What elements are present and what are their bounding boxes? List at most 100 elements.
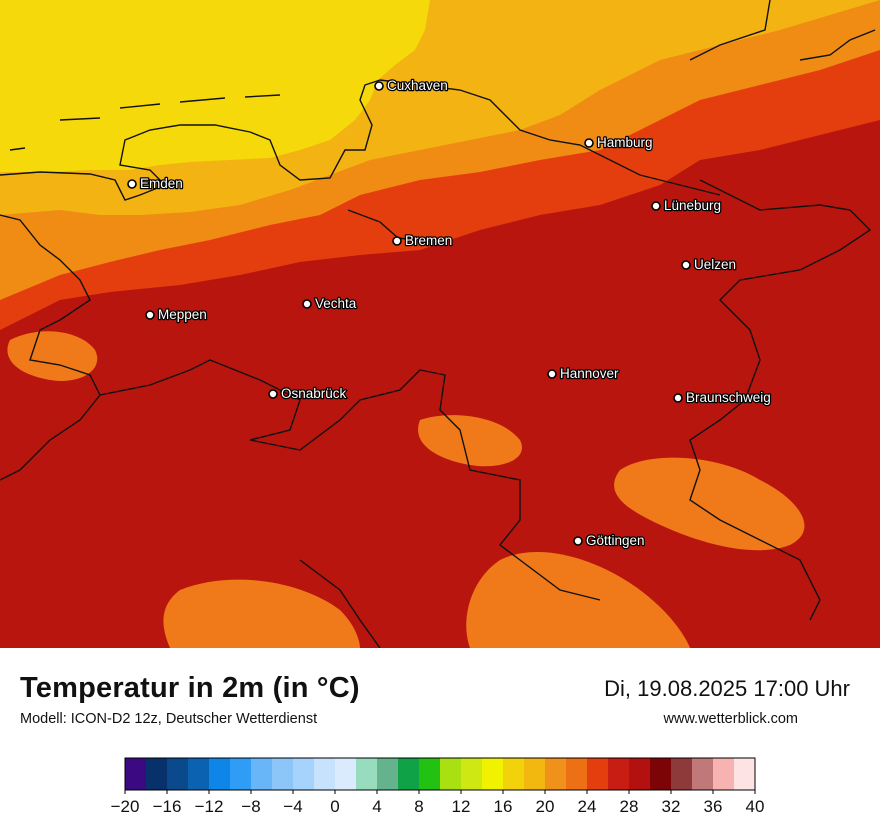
city-cuxhaven: Cuxhaven — [374, 77, 449, 94]
border-northeast — [689, 0, 876, 61]
legend-swatch — [503, 758, 525, 790]
city-vechta: Vechta — [302, 295, 358, 312]
website-link[interactable]: www.wetterblick.com — [663, 711, 798, 727]
coastline — [0, 79, 381, 201]
city-label: Hamburg — [597, 135, 653, 150]
city-osnabr-ck: Osnabrück — [268, 385, 348, 402]
city-hamburg: Hamburg — [584, 134, 654, 151]
city-l-neburg: Lüneburg — [651, 197, 722, 214]
city-label: Hannover — [560, 366, 619, 381]
warmer-patches — [7, 331, 805, 648]
border-west — [0, 214, 101, 481]
legend-swatch — [293, 758, 315, 790]
city-uelzen: Uelzen — [681, 256, 737, 273]
city-meppen: Meppen — [145, 306, 208, 323]
city-label: Uelzen — [694, 257, 736, 272]
city-dot — [681, 260, 691, 270]
weser-river — [347, 209, 416, 241]
legend-swatch — [230, 758, 252, 790]
city-dot — [374, 81, 384, 91]
legend-tick-label: 28 — [620, 797, 639, 816]
legend-swatch — [377, 758, 399, 790]
borders — [0, 0, 876, 648]
legend-tick-label: 8 — [414, 797, 423, 816]
temperature-map: Cuxhaven Hamburg Emden Lüneburg Bremen Uelzen… — [0, 0, 880, 648]
map-footer: Temperatur in 2m (in °C) Modell: ICON-D2… — [0, 648, 880, 830]
forecast-datetime: Di, 19.08.2025 17:00 Uhr — [604, 676, 850, 701]
city-label: Meppen — [158, 307, 207, 322]
warm-patch-center — [418, 415, 522, 467]
legend-swatch — [125, 758, 147, 790]
legend-swatch — [629, 758, 651, 790]
legend-swatch — [545, 758, 567, 790]
legend-swatch — [398, 758, 420, 790]
legend-swatch — [713, 758, 735, 790]
legend-swatch — [272, 758, 294, 790]
elbe-river — [379, 79, 721, 196]
city-dot — [127, 179, 137, 189]
legend-tick-label: 36 — [704, 797, 723, 816]
city-dot — [268, 389, 278, 399]
legend-swatch — [608, 758, 630, 790]
legend-tick-label: 24 — [578, 797, 597, 816]
islands — [9, 94, 281, 151]
legend-swatch — [167, 758, 189, 790]
legend-tick-label: −12 — [195, 797, 224, 816]
city-dot — [673, 393, 683, 403]
city-label: Braunschweig — [686, 390, 771, 405]
legend-swatch — [188, 758, 210, 790]
warm-patch-south — [466, 551, 690, 648]
city-markers: Cuxhaven Hamburg Emden Lüneburg Bremen Uelzen… — [127, 77, 772, 549]
legend-swatch — [335, 758, 357, 790]
warm-patch-harz — [614, 457, 805, 551]
temperature-band-18c — [0, 0, 430, 172]
legend-tick-label: 40 — [746, 797, 765, 816]
legend-tick-label: −16 — [153, 797, 182, 816]
legend-swatch — [734, 758, 756, 790]
legend-swatch — [587, 758, 609, 790]
city-dot — [573, 536, 583, 546]
city-braunschweig: Braunschweig — [673, 389, 772, 406]
legend-swatch — [482, 758, 504, 790]
legend-swatch — [146, 758, 168, 790]
city-dot — [651, 201, 661, 211]
legend-tick-label: −20 — [111, 797, 140, 816]
warm-patch-southwest — [163, 579, 360, 648]
legend-tick-label: 20 — [536, 797, 555, 816]
city-label: Göttingen — [586, 533, 645, 548]
city-dot — [302, 299, 312, 309]
legend-swatch — [524, 758, 546, 790]
legend-tick-label: 4 — [372, 797, 381, 816]
border-east — [689, 179, 872, 621]
legend-frame — [124, 757, 756, 791]
legend-swatch — [692, 758, 714, 790]
map-title: Temperatur in 2m (in °C) — [20, 672, 360, 704]
legend-tick-label: 0 — [330, 797, 339, 816]
legend-swatch — [671, 758, 693, 790]
city-label: Cuxhaven — [387, 78, 448, 93]
city-label: Emden — [140, 176, 183, 191]
legend-tick-label: 32 — [662, 797, 681, 816]
city-label: Bremen — [405, 233, 452, 248]
city-dot — [145, 310, 155, 320]
legend-swatch — [440, 758, 462, 790]
legend-swatch — [419, 758, 441, 790]
city-dot — [392, 236, 402, 246]
city-dot — [584, 138, 594, 148]
border-nrw — [99, 359, 601, 601]
city-hannover: Hannover — [547, 365, 620, 382]
city-label: Vechta — [315, 296, 357, 311]
city-label: Lüneburg — [664, 198, 721, 213]
legend-swatch — [314, 758, 336, 790]
color-legend: −20 −16 −12 −8 −4 0 4 8 12 16 20 24 28 32 36 40 — [111, 757, 765, 816]
legend-tick-label: 16 — [494, 797, 513, 816]
warm-patch-west — [7, 331, 98, 381]
city-dot — [547, 369, 557, 379]
legend-swatch — [461, 758, 483, 790]
legend-tick-label: 12 — [452, 797, 471, 816]
city-bremen: Bremen — [392, 232, 454, 249]
city-emden: Emden — [127, 175, 184, 192]
legend-swatch — [209, 758, 231, 790]
legend-swatch — [650, 758, 672, 790]
legend-tick-label: −8 — [241, 797, 260, 816]
